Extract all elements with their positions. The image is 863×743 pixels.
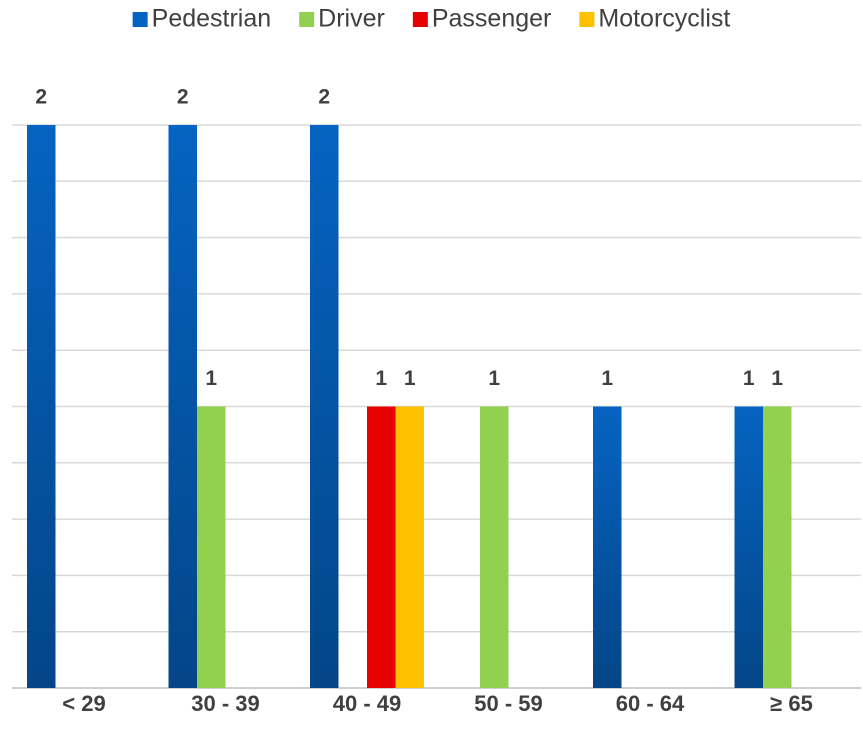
bar — [480, 406, 509, 688]
x-tick-label: 60 - 64 — [616, 691, 685, 716]
data-label: 1 — [601, 367, 613, 390]
x-tick-label: 40 - 49 — [333, 691, 402, 716]
bar-shade — [27, 125, 56, 688]
legend-swatch — [579, 12, 595, 27]
data-label: 1 — [743, 367, 755, 390]
data-label: 1 — [375, 367, 387, 390]
legend-swatch — [412, 12, 428, 27]
data-label: 2 — [318, 86, 330, 109]
bar-shade — [593, 406, 622, 688]
legend-swatch — [299, 12, 315, 27]
data-label: 1 — [205, 367, 217, 390]
data-label: 2 — [177, 86, 189, 109]
bar — [395, 406, 424, 688]
data-label: 1 — [771, 367, 783, 390]
data-label: 1 — [488, 367, 500, 390]
legend-label: Driver — [318, 5, 385, 33]
data-label: 2 — [35, 86, 47, 109]
legend-label: Pedestrian — [152, 5, 272, 33]
bar-shade — [168, 125, 197, 688]
bar — [367, 406, 396, 688]
x-tick-label: ≥ 65 — [770, 691, 813, 716]
x-tick-label: 30 - 39 — [191, 691, 260, 716]
legend-label: Passenger — [432, 5, 552, 33]
legend-label: Motorcyclist — [598, 5, 730, 33]
data-label: 1 — [404, 367, 416, 390]
bar — [197, 406, 226, 688]
bar-shade — [734, 406, 763, 688]
x-tick-label: 50 - 59 — [474, 691, 543, 716]
bar — [763, 406, 792, 688]
legend-swatch — [132, 12, 148, 27]
bar-shade — [310, 125, 339, 688]
x-tick-label: < 29 — [62, 691, 105, 716]
